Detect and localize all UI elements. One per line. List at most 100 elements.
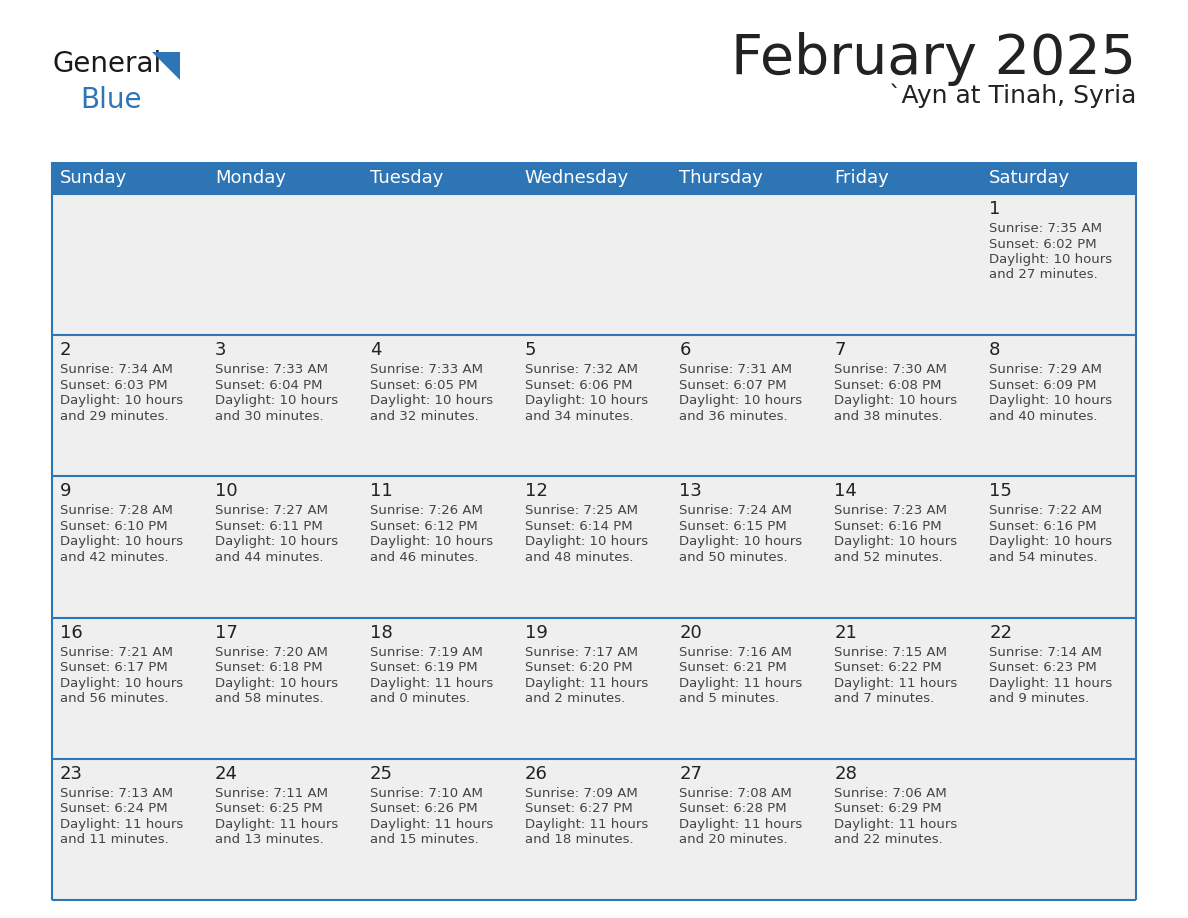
Text: 16: 16 <box>61 623 83 642</box>
Text: Sunset: 6:20 PM: Sunset: 6:20 PM <box>525 661 632 674</box>
Bar <box>981 618 1136 759</box>
Text: Daylight: 10 hours: Daylight: 10 hours <box>834 535 958 548</box>
Text: Daylight: 11 hours: Daylight: 11 hours <box>680 818 803 831</box>
Text: 25: 25 <box>369 765 393 783</box>
Text: Daylight: 10 hours: Daylight: 10 hours <box>61 677 183 689</box>
Text: Sunrise: 7:35 AM: Sunrise: 7:35 AM <box>990 222 1102 235</box>
Bar <box>671 759 827 900</box>
Text: Monday: Monday <box>215 169 286 187</box>
Text: Daylight: 10 hours: Daylight: 10 hours <box>990 394 1112 408</box>
Text: 19: 19 <box>525 623 548 642</box>
Text: Sunset: 6:21 PM: Sunset: 6:21 PM <box>680 661 788 674</box>
Text: and 56 minutes.: and 56 minutes. <box>61 692 169 705</box>
Bar <box>361 335 517 476</box>
Text: Daylight: 11 hours: Daylight: 11 hours <box>834 677 958 689</box>
Bar <box>361 194 517 335</box>
Text: and 38 minutes.: and 38 minutes. <box>834 409 943 422</box>
Bar <box>827 759 981 900</box>
Text: February 2025: February 2025 <box>731 32 1136 86</box>
Text: Sunset: 6:06 PM: Sunset: 6:06 PM <box>525 379 632 392</box>
Text: Sunrise: 7:31 AM: Sunrise: 7:31 AM <box>680 364 792 376</box>
Text: Daylight: 10 hours: Daylight: 10 hours <box>215 535 337 548</box>
Bar <box>827 335 981 476</box>
Text: Sunrise: 7:33 AM: Sunrise: 7:33 AM <box>369 364 482 376</box>
Text: Sunrise: 7:20 AM: Sunrise: 7:20 AM <box>215 645 328 658</box>
Text: Daylight: 10 hours: Daylight: 10 hours <box>990 253 1112 266</box>
Text: Sunset: 6:12 PM: Sunset: 6:12 PM <box>369 520 478 533</box>
Text: and 20 minutes.: and 20 minutes. <box>680 834 788 846</box>
Bar <box>827 194 981 335</box>
Text: Sunset: 6:23 PM: Sunset: 6:23 PM <box>990 661 1097 674</box>
Text: Sunrise: 7:13 AM: Sunrise: 7:13 AM <box>61 787 173 800</box>
Text: Sunrise: 7:28 AM: Sunrise: 7:28 AM <box>61 504 173 518</box>
Text: 9: 9 <box>61 482 71 500</box>
Text: 18: 18 <box>369 623 392 642</box>
Text: and 42 minutes.: and 42 minutes. <box>61 551 169 564</box>
Text: Sunrise: 7:06 AM: Sunrise: 7:06 AM <box>834 787 947 800</box>
Bar <box>671 335 827 476</box>
Text: Sunset: 6:17 PM: Sunset: 6:17 PM <box>61 661 168 674</box>
Text: 12: 12 <box>525 482 548 500</box>
Text: Sunrise: 7:10 AM: Sunrise: 7:10 AM <box>369 787 482 800</box>
Text: Daylight: 10 hours: Daylight: 10 hours <box>369 394 493 408</box>
Text: General: General <box>52 50 162 78</box>
Text: Sunrise: 7:14 AM: Sunrise: 7:14 AM <box>990 645 1102 658</box>
Text: Daylight: 11 hours: Daylight: 11 hours <box>369 677 493 689</box>
Text: 28: 28 <box>834 765 858 783</box>
Bar <box>671 194 827 335</box>
Text: Thursday: Thursday <box>680 169 764 187</box>
Bar <box>517 476 671 618</box>
Text: Sunset: 6:24 PM: Sunset: 6:24 PM <box>61 802 168 815</box>
Text: Sunset: 6:16 PM: Sunset: 6:16 PM <box>834 520 942 533</box>
Text: Sunrise: 7:34 AM: Sunrise: 7:34 AM <box>61 364 173 376</box>
Text: and 34 minutes.: and 34 minutes. <box>525 409 633 422</box>
Text: and 5 minutes.: and 5 minutes. <box>680 692 779 705</box>
Text: Daylight: 10 hours: Daylight: 10 hours <box>215 677 337 689</box>
Text: Sunrise: 7:17 AM: Sunrise: 7:17 AM <box>525 645 638 658</box>
Text: Sunrise: 7:09 AM: Sunrise: 7:09 AM <box>525 787 637 800</box>
Polygon shape <box>152 52 181 80</box>
Bar <box>361 759 517 900</box>
Text: Sunrise: 7:15 AM: Sunrise: 7:15 AM <box>834 645 947 658</box>
Text: Sunrise: 7:27 AM: Sunrise: 7:27 AM <box>215 504 328 518</box>
Text: Sunrise: 7:19 AM: Sunrise: 7:19 AM <box>369 645 482 658</box>
Text: and 13 minutes.: and 13 minutes. <box>215 834 323 846</box>
Text: Blue: Blue <box>80 86 141 114</box>
Text: 3: 3 <box>215 341 227 359</box>
Text: 27: 27 <box>680 765 702 783</box>
Text: Sunset: 6:02 PM: Sunset: 6:02 PM <box>990 238 1097 251</box>
Text: 7: 7 <box>834 341 846 359</box>
Text: Daylight: 10 hours: Daylight: 10 hours <box>61 535 183 548</box>
Bar <box>517 335 671 476</box>
Text: Sunrise: 7:25 AM: Sunrise: 7:25 AM <box>525 504 638 518</box>
Bar <box>207 335 361 476</box>
Text: 6: 6 <box>680 341 690 359</box>
Text: and 32 minutes.: and 32 minutes. <box>369 409 479 422</box>
Text: 10: 10 <box>215 482 238 500</box>
Bar <box>52 759 207 900</box>
Text: 4: 4 <box>369 341 381 359</box>
Bar <box>207 618 361 759</box>
Text: and 11 minutes.: and 11 minutes. <box>61 834 169 846</box>
Text: Daylight: 11 hours: Daylight: 11 hours <box>369 818 493 831</box>
Text: Sunset: 6:22 PM: Sunset: 6:22 PM <box>834 661 942 674</box>
Text: Daylight: 11 hours: Daylight: 11 hours <box>525 818 647 831</box>
Text: Sunrise: 7:24 AM: Sunrise: 7:24 AM <box>680 504 792 518</box>
Text: Saturday: Saturday <box>990 169 1070 187</box>
Text: and 22 minutes.: and 22 minutes. <box>834 834 943 846</box>
Bar <box>517 759 671 900</box>
Text: Sunset: 6:08 PM: Sunset: 6:08 PM <box>834 379 942 392</box>
Text: Sunrise: 7:33 AM: Sunrise: 7:33 AM <box>215 364 328 376</box>
Text: and 50 minutes.: and 50 minutes. <box>680 551 788 564</box>
Bar <box>981 335 1136 476</box>
Text: 20: 20 <box>680 623 702 642</box>
Text: and 52 minutes.: and 52 minutes. <box>834 551 943 564</box>
Text: Daylight: 11 hours: Daylight: 11 hours <box>834 818 958 831</box>
Text: Daylight: 11 hours: Daylight: 11 hours <box>61 818 183 831</box>
Text: Sunset: 6:29 PM: Sunset: 6:29 PM <box>834 802 942 815</box>
Text: Daylight: 10 hours: Daylight: 10 hours <box>61 394 183 408</box>
Bar <box>52 335 207 476</box>
Text: Sunset: 6:16 PM: Sunset: 6:16 PM <box>990 520 1097 533</box>
Text: Sunset: 6:09 PM: Sunset: 6:09 PM <box>990 379 1097 392</box>
Text: and 30 minutes.: and 30 minutes. <box>215 409 323 422</box>
